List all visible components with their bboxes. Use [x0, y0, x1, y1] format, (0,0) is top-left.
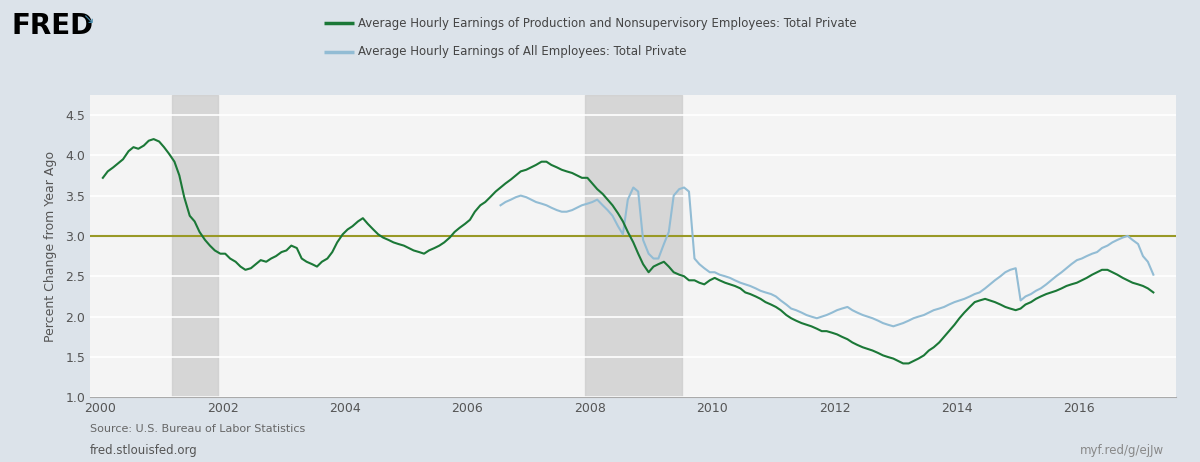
Text: Source: U.S. Bureau of Labor Statistics: Source: U.S. Bureau of Labor Statistics [90, 424, 305, 434]
Bar [584, 95, 682, 397]
Text: ↘: ↘ [82, 12, 94, 26]
Text: Average Hourly Earnings of Production and Nonsupervisory Employees: Total Privat: Average Hourly Earnings of Production an… [358, 17, 857, 30]
Y-axis label: Percent Change from Year Ago: Percent Change from Year Ago [44, 151, 56, 341]
Text: FRED: FRED [12, 12, 94, 41]
Text: Average Hourly Earnings of All Employees: Total Private: Average Hourly Earnings of All Employees… [358, 45, 686, 58]
Bar [172, 95, 218, 397]
Text: myf.red/g/ejJw: myf.red/g/ejJw [1080, 444, 1164, 456]
Text: fred.stlouisfed.org: fred.stlouisfed.org [90, 444, 198, 456]
